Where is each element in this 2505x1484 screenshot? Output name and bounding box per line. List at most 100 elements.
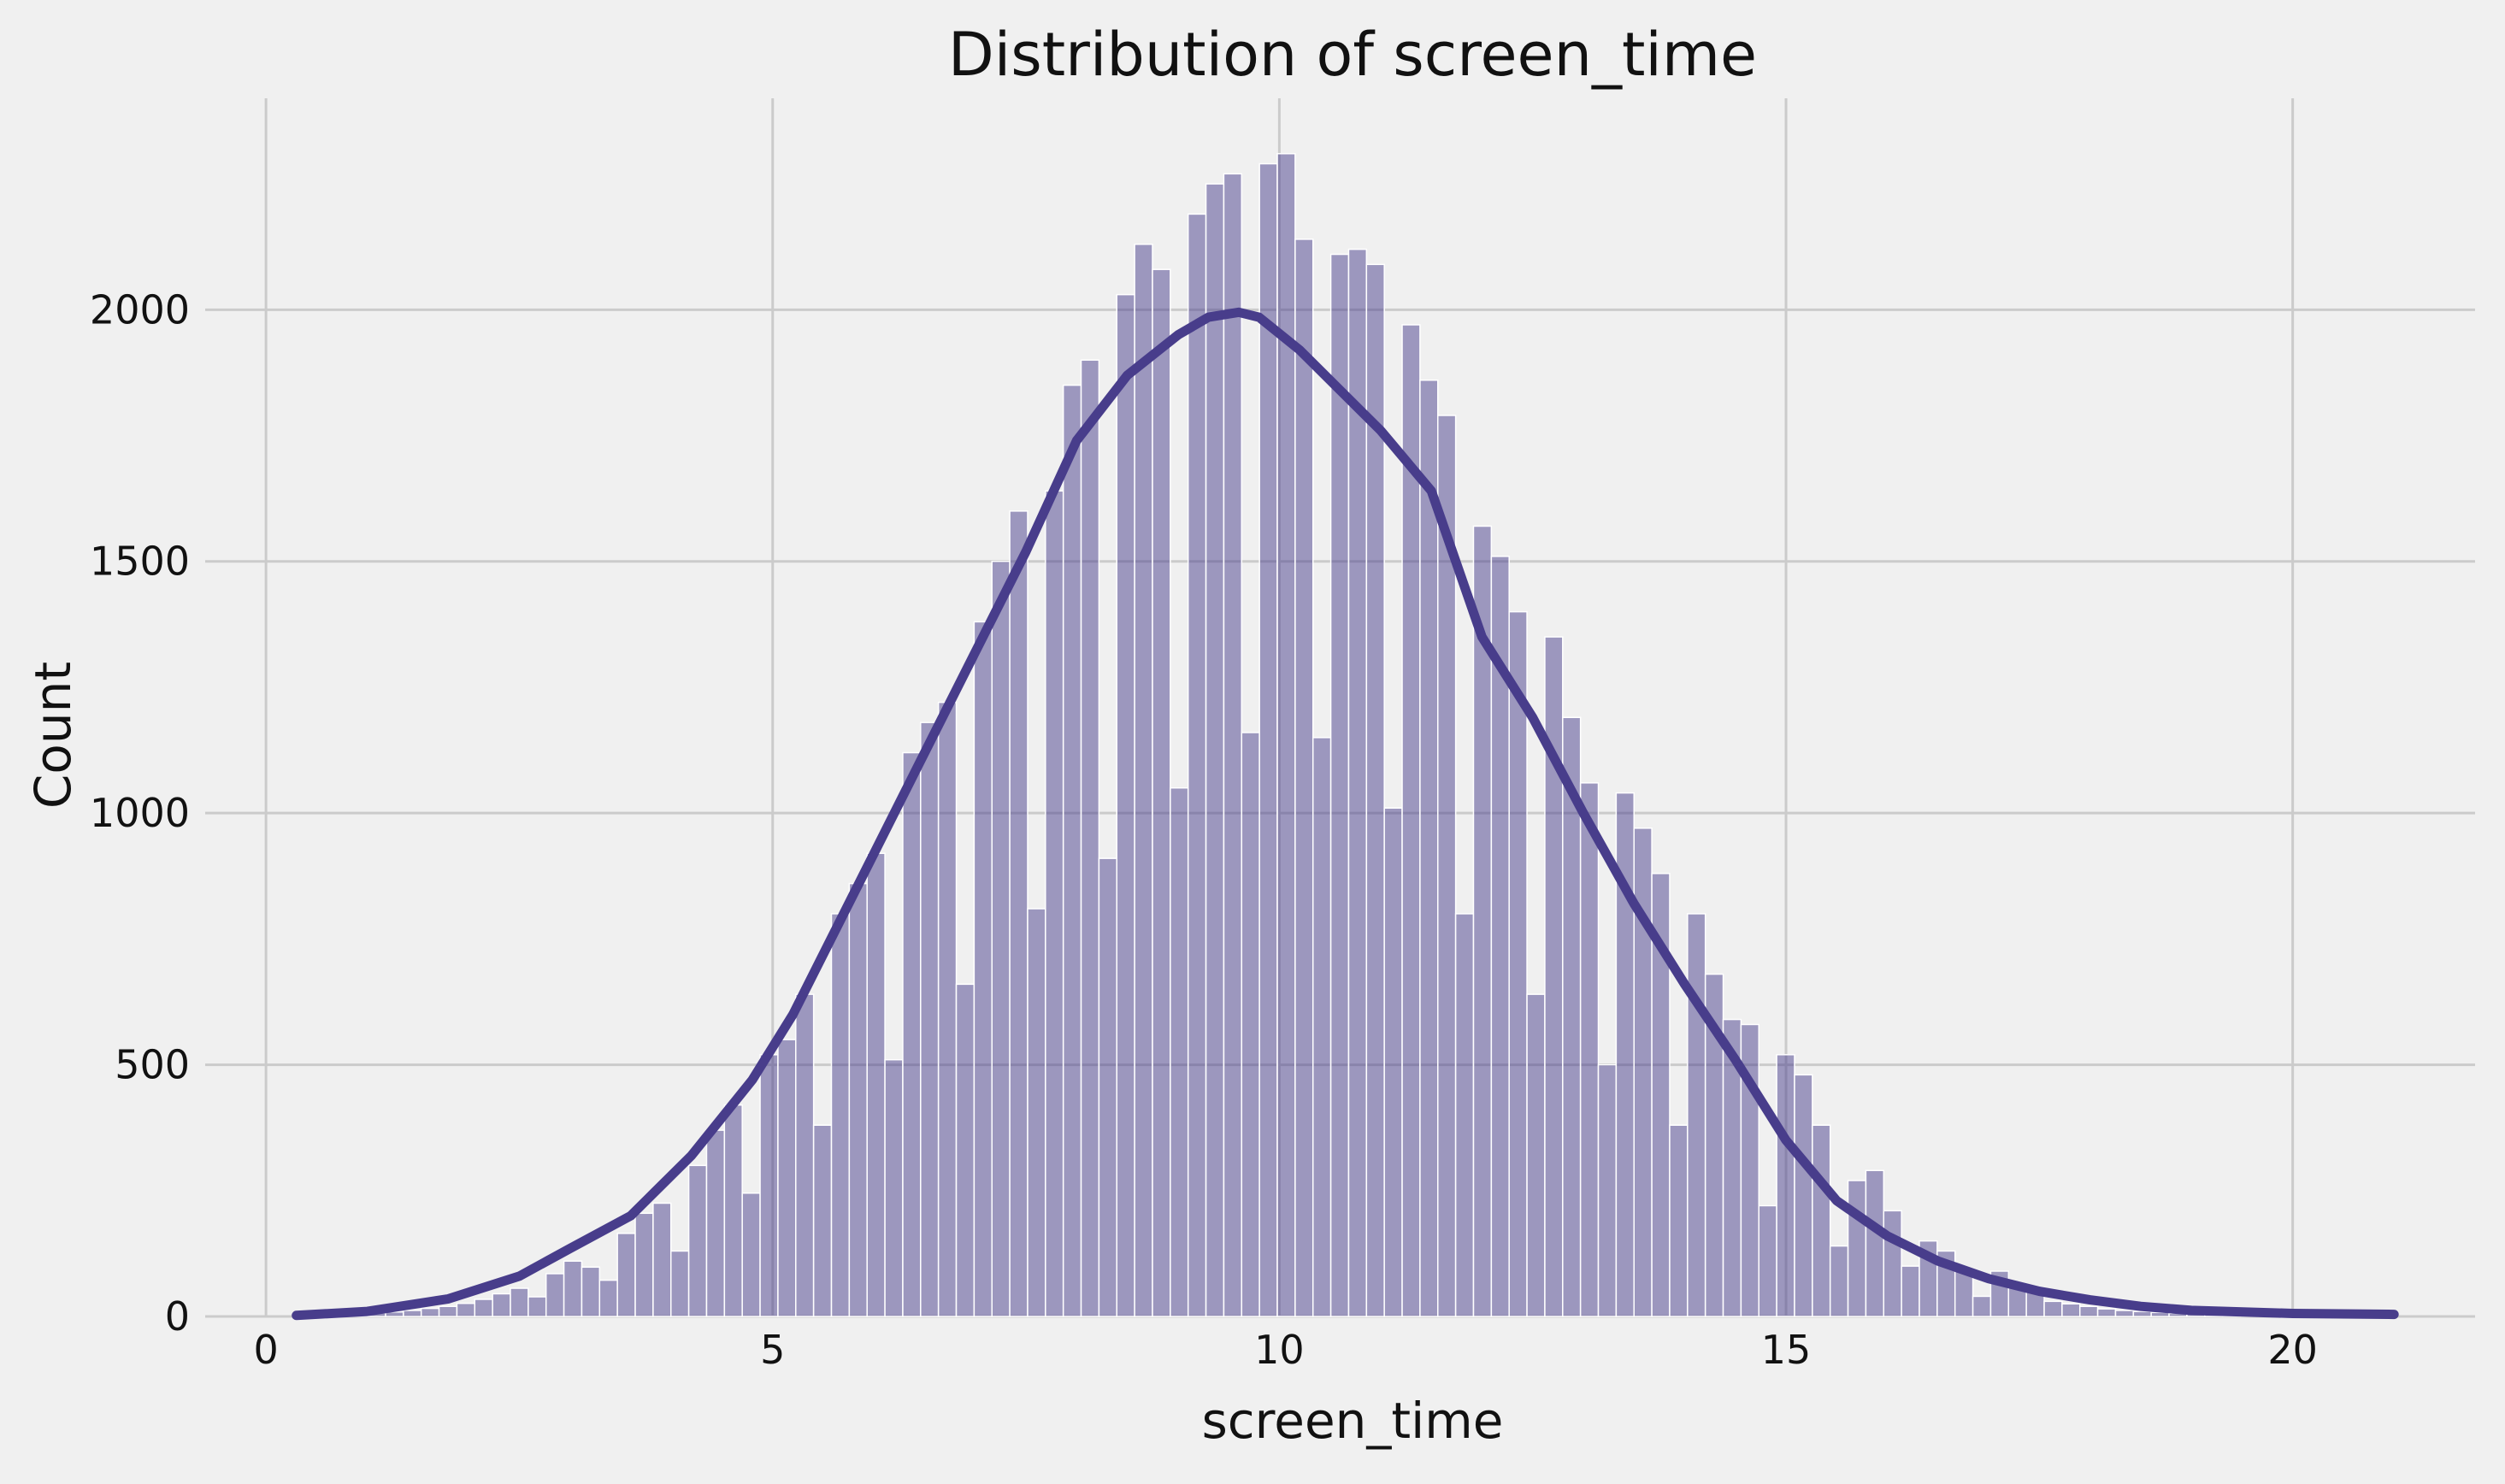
histogram-bar — [438, 1305, 458, 1317]
histogram-bar — [669, 1250, 690, 1317]
histogram-bar — [1794, 1074, 1813, 1317]
y-tick-label: 0 — [165, 1293, 190, 1340]
histogram-bar — [687, 1164, 708, 1317]
histogram-bar — [2061, 1303, 2081, 1317]
bar-layer — [295, 153, 2366, 1317]
y-tick-label: 2000 — [90, 286, 190, 333]
histogram-bar — [581, 1266, 601, 1317]
histogram-bar — [1508, 610, 1528, 1317]
histogram-bar — [598, 1279, 618, 1317]
y-tick-label: 500 — [115, 1042, 190, 1088]
histogram-bar — [1972, 1295, 1992, 1317]
histogram-bar — [1383, 807, 1403, 1317]
histogram-bar — [1223, 173, 1243, 1317]
histogram-bar — [2043, 1300, 2063, 1317]
x-tick-label: 0 — [253, 1327, 278, 1373]
histogram-bar — [1134, 244, 1153, 1317]
histogram-bar — [403, 1310, 422, 1317]
histogram-bar — [545, 1273, 565, 1317]
histogram-bar — [1365, 263, 1385, 1317]
histogram-bar — [1419, 380, 1439, 1317]
histogram-bar — [1027, 908, 1046, 1317]
histogram-bar — [1152, 268, 1171, 1317]
kde-layer — [292, 307, 2399, 1321]
histogram-bar — [2078, 1305, 2099, 1317]
histogram-bar — [955, 983, 975, 1317]
histogram-bar — [1812, 1124, 1831, 1317]
histogram-bar — [705, 1129, 726, 1317]
histogram-bar — [1847, 1180, 1867, 1317]
histogram-bar — [723, 1104, 743, 1317]
histogram-bar — [2132, 1310, 2152, 1317]
histogram-bar — [1098, 857, 1118, 1317]
histogram-bar — [2096, 1308, 2117, 1317]
x-tick-label: 15 — [1761, 1327, 1812, 1373]
histogram-bar — [884, 1058, 904, 1317]
histogram-bar — [973, 621, 993, 1317]
histogram-bar — [1865, 1169, 1885, 1317]
histogram-bar — [1205, 183, 1225, 1317]
histogram-bar — [991, 560, 1011, 1317]
tick-layer: 0 5 10 15 20 0 500 1000 1500 2000 — [90, 286, 2318, 1373]
histogram-bar — [1669, 1124, 1689, 1317]
histogram-bar — [1579, 782, 1600, 1317]
histogram-bar — [1758, 1204, 1777, 1317]
x-tick-label: 20 — [2267, 1327, 2318, 1373]
chart-title: Distribution of screen_time — [948, 20, 1757, 90]
histogram-bar — [1080, 359, 1100, 1317]
histogram-bar — [1901, 1265, 1920, 1317]
histogram-bar — [1116, 293, 1135, 1317]
y-tick-label: 1000 — [90, 790, 190, 836]
histogram-bar — [1454, 913, 1475, 1317]
histogram-bar — [848, 882, 868, 1317]
histogram-bar — [741, 1192, 761, 1317]
histogram-bar — [528, 1296, 547, 1317]
histogram-bar — [777, 1039, 797, 1317]
histogram-bar — [902, 751, 922, 1317]
histogram-bar — [1437, 415, 1457, 1317]
histogram-bar — [812, 1124, 833, 1317]
histogram-bar — [1651, 873, 1671, 1317]
histogram-bar — [634, 1212, 654, 1317]
histogram-bar — [420, 1307, 440, 1317]
histogram-bar — [563, 1260, 583, 1317]
histogram-bar — [1062, 384, 1082, 1317]
y-axis-label: Count — [24, 662, 82, 809]
histogram-bar — [1329, 253, 1350, 1317]
kde-line — [292, 307, 2399, 1321]
histogram-bar — [1009, 510, 1029, 1317]
histogram-bar — [1687, 913, 1706, 1317]
histogram-bar — [1258, 162, 1278, 1317]
histogram-bar — [1311, 737, 1332, 1317]
histogram-bar — [866, 852, 886, 1317]
histogram-bar — [1883, 1210, 1902, 1317]
histogram-bar — [510, 1287, 529, 1317]
histogram-bar — [1776, 1054, 1795, 1317]
histogram-bar — [1597, 1063, 1618, 1317]
histogram-bar — [1045, 490, 1064, 1317]
histogram-bar — [1829, 1245, 1849, 1317]
histogram-bar — [937, 701, 958, 1317]
histogram-bar — [830, 913, 851, 1317]
histogram-bar — [474, 1298, 493, 1317]
histogram-bar — [652, 1202, 672, 1317]
histogram-bar — [920, 721, 940, 1317]
x-tick-label: 5 — [760, 1327, 785, 1373]
x-axis-label: screen_time — [1202, 1392, 1504, 1450]
histogram-bar — [456, 1302, 476, 1317]
histogram-bar — [1241, 732, 1260, 1317]
histogram-bar — [1294, 238, 1314, 1317]
y-tick-label: 1500 — [90, 539, 190, 585]
histogram-bar — [492, 1293, 511, 1317]
histogram-bar — [1170, 786, 1189, 1317]
histogram-bar — [1954, 1270, 1974, 1317]
histogram-bar — [616, 1233, 636, 1317]
histogram-bar — [2114, 1310, 2135, 1317]
x-tick-label: 10 — [1254, 1327, 1305, 1373]
histogram-bar — [795, 993, 815, 1317]
histogram-bar — [1187, 213, 1207, 1317]
histogram-bar — [759, 1054, 779, 1317]
histogram-bar — [1526, 993, 1546, 1317]
